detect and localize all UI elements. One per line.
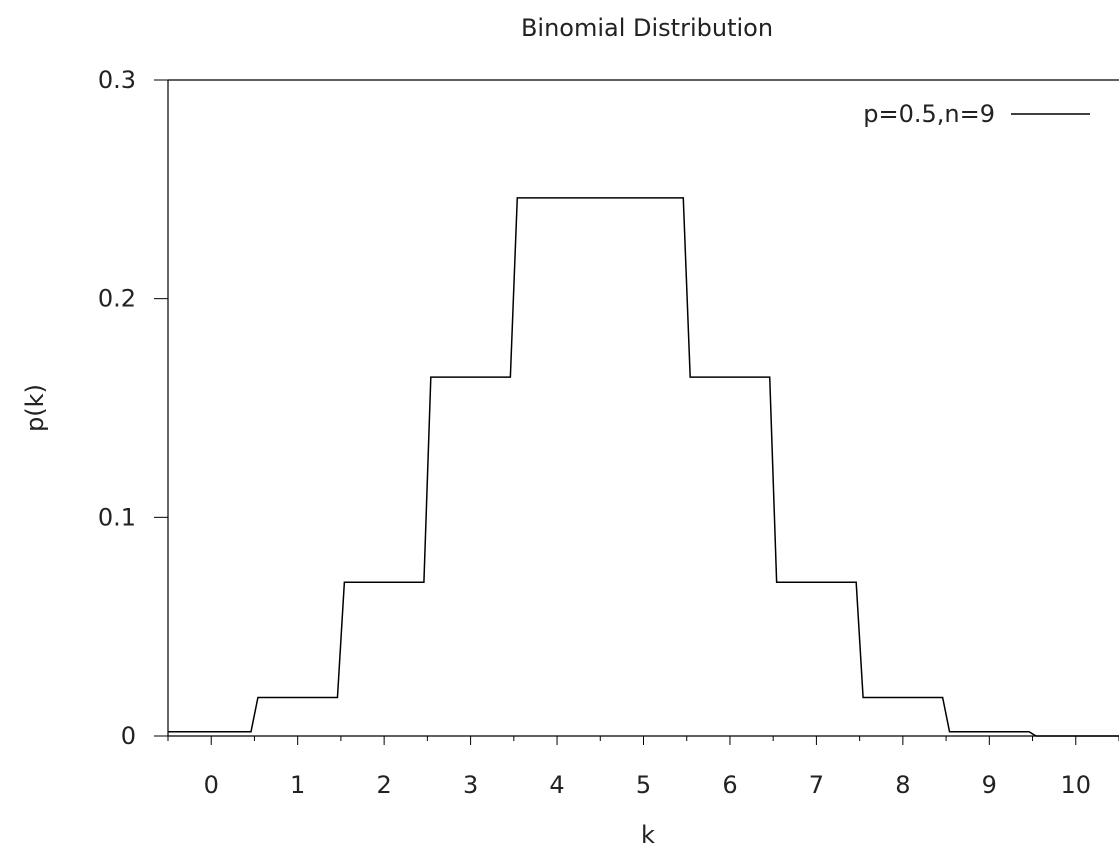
y-tick-label: 0.2 — [98, 285, 136, 313]
series-layer — [168, 197, 1119, 737]
x-tick-label: 10 — [1060, 771, 1091, 799]
x-tick-label: 3 — [463, 771, 478, 799]
legend-label-series-0: p=0.5,n=9 — [863, 100, 995, 128]
legend: p=0.5,n=9 — [863, 100, 1090, 128]
x-tick-label: 4 — [549, 771, 564, 799]
x-tick-label: 8 — [895, 771, 910, 799]
y-tick-label: 0 — [121, 722, 136, 750]
x-tick-label: 5 — [636, 771, 651, 799]
y-tick-label: 0.1 — [98, 503, 136, 531]
x-tick-label: 1 — [290, 771, 305, 799]
x-tick-label: 6 — [722, 771, 737, 799]
y-axis-label: p(k) — [21, 384, 49, 432]
y-tick-label: 0.3 — [98, 66, 136, 94]
plot-axes — [167, 79, 1119, 737]
x-tick-label: 7 — [809, 771, 824, 799]
series-line-0 — [168, 197, 1119, 737]
y-axis-ticks: 0 0.1 0.2 0.3 — [98, 66, 168, 750]
x-axis-ticks: 0 1 2 3 4 5 6 7 8 9 10 — [167, 736, 1119, 799]
chart-title: Binomial Distribution — [521, 14, 773, 42]
x-tick-label: 2 — [376, 771, 391, 799]
x-tick-label: 0 — [204, 771, 219, 799]
x-tick-label: 9 — [982, 771, 997, 799]
x-axis-label: k — [641, 821, 655, 849]
